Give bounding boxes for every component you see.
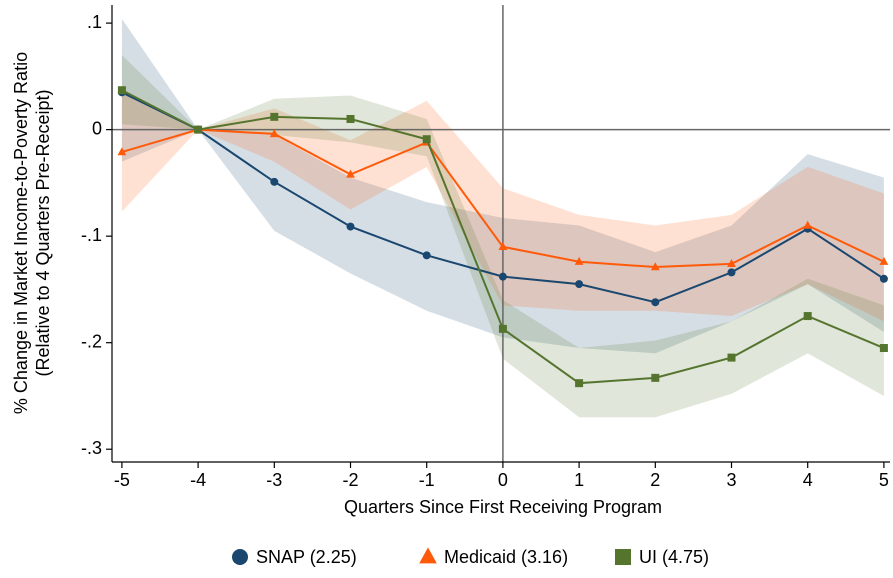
y-tick-label: -.1	[81, 225, 102, 245]
point	[879, 256, 889, 265]
point	[346, 169, 355, 178]
legend-marker	[615, 549, 631, 565]
x-tick-label: 5	[879, 470, 889, 490]
point	[422, 251, 431, 260]
point	[650, 262, 660, 271]
y-tick-label: -.2	[81, 331, 102, 351]
point	[270, 177, 279, 186]
x-tick-label: 1	[574, 470, 584, 490]
y-axis-label: (Relative to 4 Quarters Pre-Receipt)	[33, 89, 53, 376]
legend-label: Medicaid (3.16)	[444, 547, 568, 567]
point	[575, 280, 584, 289]
x-tick-label: 3	[726, 470, 736, 490]
point	[651, 373, 660, 382]
x-tick-label: -3	[266, 470, 282, 490]
confidence-band	[121, 18, 884, 354]
point	[879, 344, 888, 353]
x-axis-label: Quarters Since First Receiving Program	[344, 497, 662, 517]
point	[498, 324, 507, 333]
point	[117, 86, 126, 95]
legend-marker	[419, 547, 437, 564]
y-tick-label: -.3	[81, 438, 102, 458]
legend-marker	[232, 549, 248, 565]
point	[727, 268, 736, 277]
x-tick-label: -5	[114, 470, 130, 490]
x-tick-label: 2	[650, 470, 660, 490]
y-axis-label: % Change in Market Income-to-Poverty Rat…	[11, 52, 31, 414]
point	[117, 147, 127, 156]
x-tick-label: 4	[803, 470, 813, 490]
point	[803, 312, 812, 321]
point	[575, 379, 584, 388]
point	[879, 274, 888, 283]
point	[270, 112, 279, 121]
y-tick-label: .1	[87, 12, 102, 32]
point	[346, 114, 355, 123]
point	[498, 242, 508, 251]
point	[346, 222, 355, 231]
point	[269, 129, 279, 138]
x-tick-label: -4	[190, 470, 206, 490]
point	[498, 272, 507, 281]
point	[574, 256, 584, 265]
point	[651, 298, 660, 307]
y-tick-label: 0	[92, 118, 102, 138]
point	[422, 135, 431, 144]
x-tick-label: 0	[498, 470, 508, 490]
legend-label: SNAP (2.25)	[256, 547, 357, 567]
legend-label: UI (4.75)	[639, 547, 709, 567]
point	[727, 353, 736, 362]
point	[727, 259, 736, 268]
point	[194, 125, 203, 134]
x-tick-label: -2	[342, 470, 358, 490]
point	[803, 220, 813, 229]
x-tick-label: -1	[419, 470, 435, 490]
